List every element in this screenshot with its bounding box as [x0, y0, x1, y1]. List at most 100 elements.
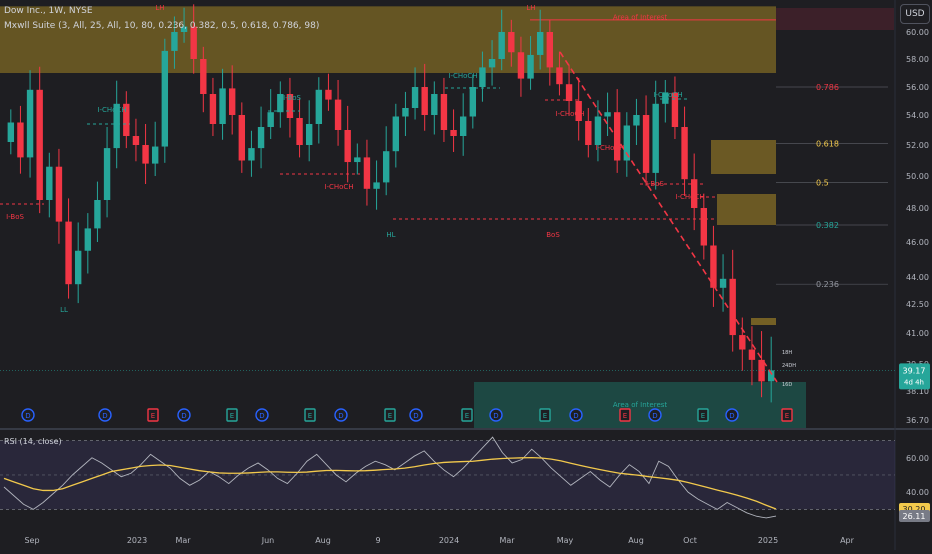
- marker-label-0: D: [25, 412, 30, 420]
- candle-24: [238, 115, 246, 161]
- candle-48: [469, 87, 477, 117]
- earnings-marker-10: [461, 408, 473, 422]
- marker-label-18: E: [785, 412, 789, 420]
- supply-box-3: [717, 194, 776, 225]
- small-label-0: 18H: [782, 350, 792, 356]
- candle-49: [479, 67, 486, 87]
- candle-10: [103, 148, 111, 200]
- candle-61: [594, 116, 602, 145]
- y-tick-2: 56.00: [906, 83, 929, 92]
- rsi-value-box: [899, 510, 930, 523]
- x-tick-3: Jun: [261, 536, 275, 545]
- earnings-marker-2: [147, 408, 159, 422]
- candle-63: [613, 112, 621, 161]
- countdown-label: 4d 4h: [904, 378, 924, 386]
- candle-29: [286, 94, 294, 118]
- candle-37: [363, 157, 371, 189]
- y-tick-5: 50.00: [906, 172, 929, 181]
- marker-label-4: E: [230, 412, 234, 420]
- dividend-marker-15: [648, 408, 662, 422]
- candle-23: [228, 88, 236, 115]
- candle-57: [556, 67, 563, 85]
- last-price-box: [899, 363, 930, 390]
- supply-zone-label: Area of Interest: [613, 13, 668, 21]
- candle-4: [46, 166, 53, 200]
- candle-75: [729, 278, 736, 336]
- candle-76: [739, 335, 746, 350]
- marker-label-8: E: [388, 412, 392, 420]
- structure-label-0: LH: [155, 4, 164, 12]
- x-tick-7: Mar: [499, 536, 515, 545]
- candle-54: [527, 54, 534, 79]
- candle-40: [392, 116, 400, 152]
- structure-label-9: I-CHoCH: [675, 193, 704, 201]
- candle-2: [26, 89, 34, 158]
- dividend-marker-3: [177, 408, 191, 422]
- candle-19: [190, 26, 197, 60]
- supply-zone: [0, 6, 776, 74]
- candle-1: [17, 122, 24, 158]
- candle-62: [604, 112, 611, 117]
- marker-label-3: D: [181, 412, 186, 420]
- candle-55: [536, 32, 544, 55]
- candle-58: [565, 84, 573, 101]
- currency-button[interactable]: USD: [900, 4, 930, 24]
- supply-box-4: [751, 318, 776, 325]
- dividend-marker-7: [334, 408, 348, 422]
- rsi-line: [3, 436, 777, 519]
- candle-41: [402, 108, 409, 117]
- trend-line: [559, 51, 778, 383]
- structure-label-8: I-CHoCH: [653, 91, 682, 99]
- candle-32: [315, 89, 323, 124]
- structure-label-4: I-CHoCH: [324, 183, 353, 191]
- candle-27: [267, 112, 274, 127]
- candle-65: [633, 115, 640, 126]
- candle-26: [257, 127, 265, 149]
- candle-67: [652, 103, 659, 173]
- fib-label-4: 0.236: [816, 280, 839, 289]
- marker-label-9: D: [413, 412, 418, 420]
- candle-56: [546, 32, 554, 68]
- x-tick-4: Aug: [315, 536, 331, 545]
- rsi-y-tick-1: 40.00: [906, 488, 929, 497]
- marker-label-12: E: [543, 412, 547, 420]
- candle-8: [84, 228, 92, 251]
- structure-label-7: I-CHoCH: [555, 110, 584, 118]
- x-tick-5: 9: [375, 536, 380, 545]
- fib-label-3: 0.382: [816, 221, 839, 230]
- marker-label-10: E: [465, 412, 469, 420]
- candle-38: [373, 182, 380, 189]
- candle-77: [748, 349, 756, 360]
- candle-42: [411, 87, 419, 108]
- candle-44: [431, 94, 438, 115]
- candle-47: [459, 116, 467, 136]
- marker-label-6: E: [308, 412, 312, 420]
- candle-79: [767, 370, 775, 382]
- candle-74: [719, 278, 727, 288]
- candle-69: [671, 92, 679, 127]
- marker-label-14: E: [623, 412, 627, 420]
- marker-label-16: E: [701, 412, 705, 420]
- candle-13: [132, 136, 140, 145]
- y-tick-6: 48.00: [906, 204, 929, 213]
- structure-label-5: I-BoS: [283, 94, 301, 102]
- candle-28: [277, 94, 284, 113]
- earnings-marker-18: [781, 408, 793, 422]
- candle-6: [65, 221, 72, 285]
- dividend-marker-17: [725, 408, 739, 422]
- candle-50: [488, 59, 496, 68]
- fib-label-1: 0.618: [816, 140, 839, 149]
- candle-14: [142, 145, 149, 164]
- y-tick-0: 60.00: [906, 28, 929, 37]
- candle-45: [440, 94, 448, 130]
- supply-box-2: [711, 140, 776, 174]
- demand-zone-label: Area of Interest: [613, 401, 668, 409]
- candle-64: [623, 125, 631, 161]
- candle-70: [681, 127, 688, 180]
- rsi-pane-background: [0, 432, 895, 530]
- candle-53: [517, 52, 525, 79]
- candle-18: [180, 26, 188, 32]
- candle-34: [334, 99, 342, 130]
